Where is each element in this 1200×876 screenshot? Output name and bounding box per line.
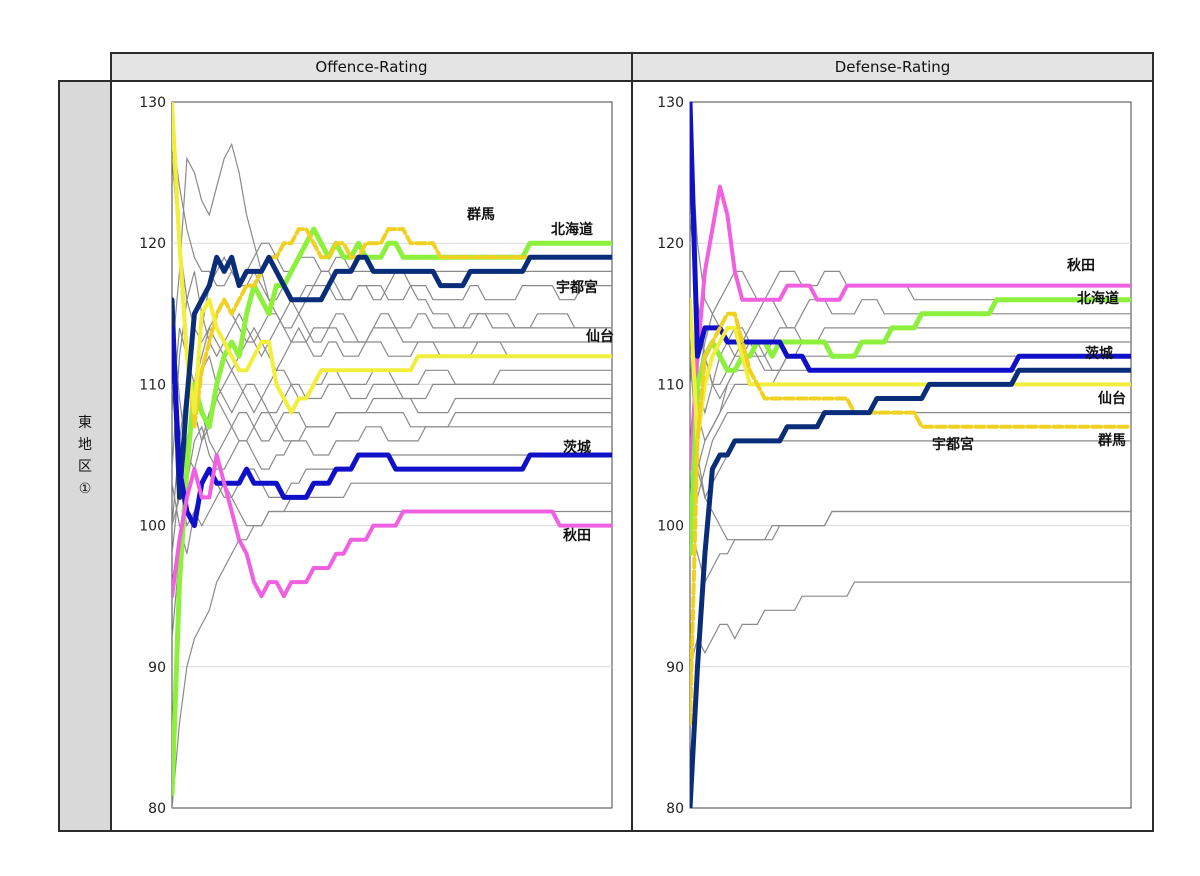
series-label: 仙台 [1098,390,1126,407]
series-line-宇都宮 [172,254,612,500]
series-line-宇都宮 [690,367,1131,808]
offence-panel: 80 90 100 110 120 130 群馬北海道宇都宮仙台茨城秋田 [110,80,633,832]
series-group [172,102,612,808]
series-line-秋田 [690,184,1131,472]
other-team-line [172,142,612,357]
other-team-line [690,299,1131,470]
other-team-line [172,158,612,344]
other-team-line [172,369,612,526]
series-line-北海道 [172,226,612,797]
series-label: 群馬 [466,206,495,223]
series-line-茨城 [172,325,612,529]
y-tick-label: 120 [139,236,166,252]
region-label-text: 東地区① [78,415,92,497]
y-tick-label: 120 [657,236,684,252]
series-line-群馬 [690,311,1131,726]
y-tick-label: 130 [657,95,684,111]
y-tick-label: 80 [666,801,684,817]
header-defense-rating: Defense-Rating [631,52,1154,82]
header-offence-rating: Offence-Rating [110,52,633,82]
series-label: 群馬 [1097,432,1126,449]
series-label: 宇都宮 [932,436,974,453]
series-group [690,102,1131,808]
series-line-仙台 [690,297,1131,443]
y-tick-label: 80 [148,801,166,817]
other-team-line [690,327,1131,400]
other-team-line [172,354,612,470]
series-label: 茨城 [563,439,591,456]
other-team-line [172,425,612,639]
series-line-茨城 [690,102,1131,373]
y-tick-label: 110 [657,377,684,393]
defense-panel: 80 90 100 110 120 130 秋田北海道茨城仙台群馬 宇都宮 [631,80,1154,832]
series-label: 北海道 [1077,290,1119,307]
other-team-line [172,482,612,808]
y-tick-label: 110 [139,377,166,393]
series-label: 北海道 [551,221,593,238]
series-label: 秋田 [563,527,591,544]
plot-area [689,101,1132,809]
series-line-秋田 [172,453,612,599]
y-tick-label: 100 [657,519,684,535]
y-tick-label: 90 [666,660,684,676]
series-label: 茨城 [1085,345,1113,362]
series-label: 仙台 [586,328,614,345]
y-tick-label: 90 [148,660,166,676]
other-team-line [690,581,1131,667]
series-label: 宇都宮 [556,279,598,296]
other-team-line [172,396,612,526]
other-team-line [690,440,1131,541]
y-tick-label: 130 [139,95,166,111]
header-defense-label: Defense-Rating [834,58,951,76]
series-label: 秋田 [1067,257,1095,274]
series-line-仙台 [172,102,612,415]
y-tick-label: 100 [139,519,166,535]
header-offence-label: Offence-Rating [315,58,428,76]
region-side-label: 東地区① [58,80,112,832]
